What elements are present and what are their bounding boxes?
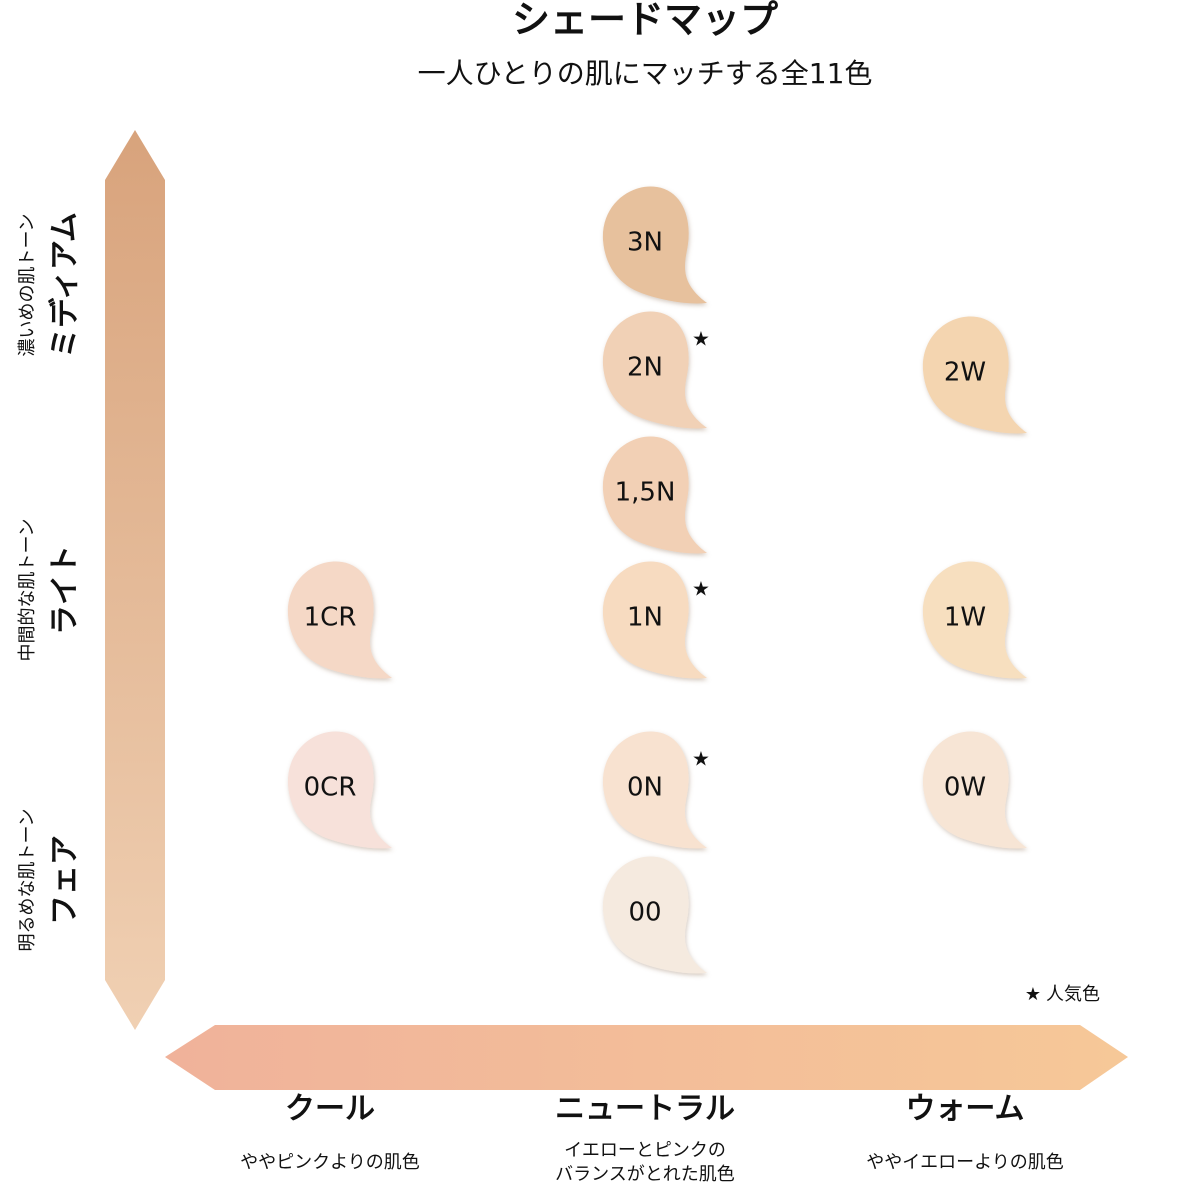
swatch-label: 00 bbox=[628, 898, 661, 928]
vertical-arrow bbox=[105, 130, 165, 1030]
popular-star: ★ bbox=[692, 747, 710, 771]
swatch-label: 0CR bbox=[304, 773, 357, 803]
popular-star: ★ bbox=[692, 327, 710, 351]
column-description: ややピンクよりの肌色 bbox=[240, 1152, 420, 1173]
swatch: 00 bbox=[602, 856, 707, 974]
swatch-shape bbox=[922, 731, 1027, 849]
column-description: イエローとピンクの bbox=[564, 1140, 726, 1161]
column-label: ニュートラル bbox=[555, 1092, 735, 1127]
popular-star: ★ bbox=[692, 577, 710, 601]
swatch: 1W bbox=[922, 561, 1027, 679]
row-label: ミディアム bbox=[48, 212, 83, 358]
swatch-label: 0N bbox=[627, 773, 663, 803]
swatch: 0W bbox=[922, 731, 1027, 849]
swatch-shape bbox=[602, 186, 707, 304]
swatch-label: 3N bbox=[627, 228, 663, 258]
swatch-shape bbox=[602, 731, 707, 849]
row-label: フェア bbox=[48, 835, 83, 925]
swatch-label: 0W bbox=[944, 773, 986, 803]
column-description: バランスがとれた肌色 bbox=[555, 1164, 735, 1185]
swatch-label: 1CR bbox=[304, 603, 357, 633]
swatch-shape bbox=[602, 561, 707, 679]
swatch-label: 1N bbox=[627, 603, 663, 633]
horizontal-arrow bbox=[165, 1025, 1128, 1090]
swatch-shape bbox=[287, 561, 392, 679]
swatch: 2N ★ bbox=[602, 311, 710, 429]
title: シェードマップ bbox=[512, 0, 778, 42]
swatch-shape bbox=[922, 316, 1027, 434]
swatch: 0N ★ bbox=[602, 731, 710, 849]
swatch-shape bbox=[602, 856, 707, 974]
swatch: 0CR bbox=[287, 731, 392, 849]
legend-label: 人気色 bbox=[1046, 984, 1100, 1005]
swatch: 1N ★ bbox=[602, 561, 710, 679]
swatch-label: 1,5N bbox=[615, 478, 676, 508]
row-description: 中間的な肌トーン bbox=[17, 518, 38, 661]
column-label: ウォーム bbox=[905, 1092, 1024, 1127]
swatch: 1,5N bbox=[602, 436, 707, 554]
row-description: 明るめな肌トーン bbox=[17, 808, 38, 951]
swatch: 2W bbox=[922, 316, 1027, 434]
subtitle: 一人ひとりの肌にマッチする全11色 bbox=[418, 57, 873, 90]
swatch: 1CR bbox=[287, 561, 392, 679]
swatch-label: 1W bbox=[944, 603, 986, 633]
swatch-shape bbox=[602, 436, 707, 554]
row-label: ライト bbox=[48, 545, 83, 635]
swatch-shape bbox=[602, 311, 707, 429]
swatch: 3N bbox=[602, 186, 707, 304]
column-label: クール bbox=[285, 1092, 375, 1127]
legend-mark: ★ bbox=[1025, 984, 1041, 1005]
column-description: ややイエローよりの肌色 bbox=[866, 1152, 1063, 1173]
swatch-label: 2N bbox=[627, 353, 663, 383]
swatch-shape bbox=[922, 561, 1027, 679]
row-description: 濃いめの肌トーン bbox=[17, 213, 38, 356]
swatch-shape bbox=[287, 731, 392, 849]
swatch-label: 2W bbox=[944, 358, 986, 388]
